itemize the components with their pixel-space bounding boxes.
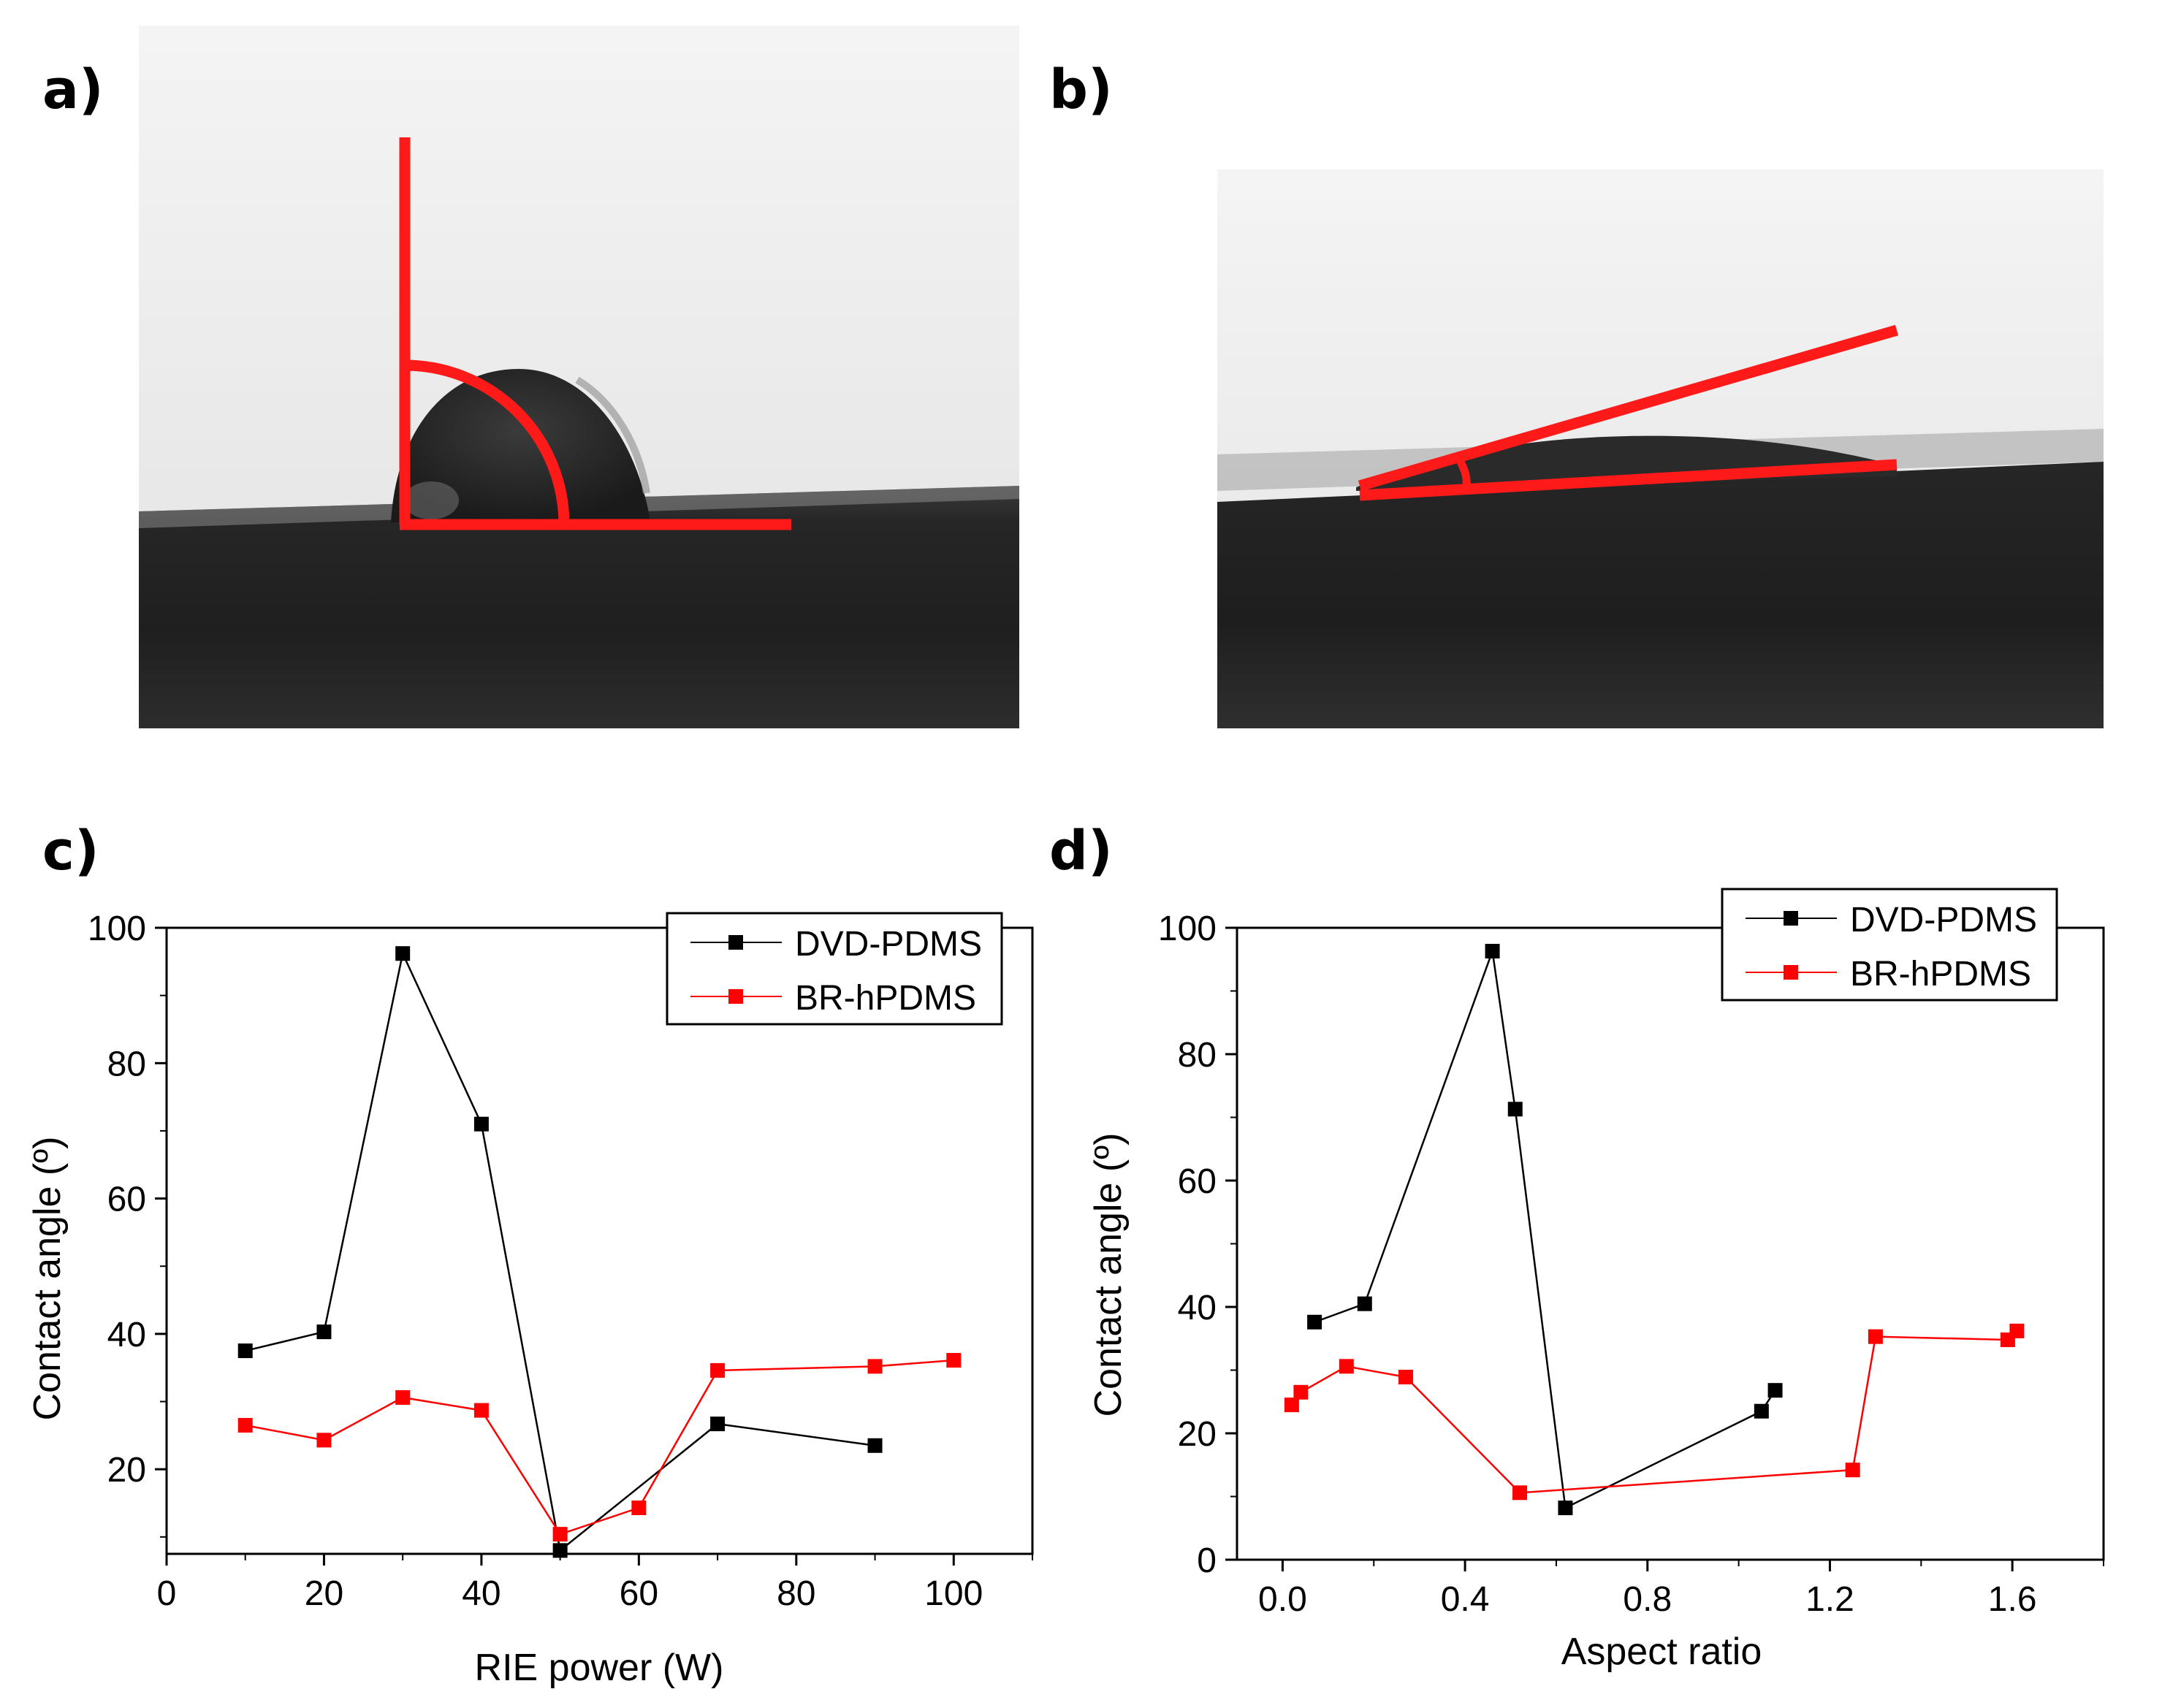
legend-marker-br-hpdms <box>1784 965 1798 980</box>
y-tick-label: 40 <box>1178 1289 1217 1327</box>
y-tick-label: 60 <box>107 1181 146 1219</box>
data-point-dvd-pdms <box>1507 1102 1523 1117</box>
x-tick-label: 0.4 <box>1441 1580 1490 1619</box>
x-tick-label: 0 <box>157 1574 177 1613</box>
chart-c-series <box>237 946 962 1558</box>
angle-lower-line <box>1359 459 1898 501</box>
photo-b-substrate <box>1217 462 2104 728</box>
y-tick-label: 20 <box>107 1451 146 1490</box>
data-point-dvd-pdms <box>1485 944 1500 959</box>
data-point-br-hpdms <box>473 1403 489 1418</box>
data-point-br-hpdms <box>395 1389 411 1405</box>
data-point-dvd-pdms <box>1307 1314 1322 1330</box>
legend-label-br-hpdms: BR-hPDMS <box>1850 955 2031 994</box>
x-tick-label: 40 <box>462 1574 500 1613</box>
data-point-br-hpdms <box>631 1500 647 1515</box>
data-point-dvd-pdms <box>395 946 411 961</box>
legend-marker-dvd-pdms <box>1784 911 1798 926</box>
data-point-dvd-pdms <box>710 1417 726 1432</box>
y-tick-label: 20 <box>1178 1415 1217 1454</box>
plot-frame <box>165 926 1034 1555</box>
angle-arc <box>404 359 570 525</box>
droplet-photo-a <box>139 26 1019 728</box>
chart-c-ylabel: Contact angle (º) <box>26 1137 69 1421</box>
legend-label-br-hpdms: BR-hPDMS <box>795 979 976 1018</box>
data-point-dvd-pdms <box>316 1324 332 1340</box>
x-tick-label: 1.2 <box>1805 1580 1854 1619</box>
data-point-dvd-pdms <box>1767 1383 1783 1398</box>
x-tick-label: 1.6 <box>1988 1580 2037 1619</box>
series-line-br-hpdms <box>245 1359 954 1536</box>
legend-box <box>1721 888 2058 1002</box>
chart-d-ylabel: Contact angle (º) <box>1087 1133 1130 1417</box>
series-line-br-hpdms <box>1290 1330 2018 1494</box>
legend-box <box>666 912 1003 1026</box>
legend-marker-br-hpdms <box>728 989 743 1004</box>
data-point-br-hpdms <box>237 1417 253 1433</box>
data-point-dvd-pdms <box>1357 1296 1372 1311</box>
series-line-dvd-pdms <box>1314 950 1776 1509</box>
panel-label-d: d) <box>1049 820 1113 882</box>
photo-a-droplet <box>391 369 650 522</box>
y-tick-label: 0 <box>1197 1541 1217 1580</box>
legend-marker-dvd-pdms <box>728 935 743 950</box>
data-point-br-hpdms <box>1339 1359 1354 1374</box>
panel-label-a: a) <box>42 58 104 121</box>
data-point-br-hpdms <box>316 1433 332 1448</box>
x-tick-label: 20 <box>305 1574 343 1613</box>
data-point-br-hpdms <box>710 1362 726 1378</box>
x-axis-label: Aspect ratio <box>1561 1631 1762 1673</box>
y-tick-label: 80 <box>107 1045 146 1083</box>
angle-upper-line <box>1358 324 1899 492</box>
x-tick-label: 0.8 <box>1623 1580 1672 1619</box>
y-tick-label: 60 <box>1178 1162 1217 1201</box>
chart-d-ticks: 0.0 0.4 0.8 1.2 1.6 0 20 40 60 80 100 <box>1158 910 2104 1619</box>
data-point-br-hpdms <box>867 1359 883 1374</box>
photo-a-droplet-reflection <box>403 481 459 519</box>
chart-d: Contact angle (º) Aspect ratio 0.0 0.4 0.8… <box>1087 888 2105 1673</box>
legend-label-dvd-pdms: DVD-PDMS <box>795 925 982 964</box>
x-tick-label: 60 <box>620 1574 658 1613</box>
chart-c-legend: DVD-PDMS BR-hPDMS <box>666 912 1003 1026</box>
y-tick-label: 80 <box>1178 1036 1217 1075</box>
angle-arc-small <box>1455 456 1471 491</box>
y-axis-label: Contact angle (º) <box>26 1137 69 1421</box>
data-point-dvd-pdms <box>867 1438 883 1453</box>
y-tick-label: 40 <box>107 1316 146 1354</box>
data-point-br-hpdms <box>2009 1323 2025 1338</box>
photo-a-substrate <box>139 486 1019 728</box>
data-point-br-hpdms <box>1512 1485 1528 1501</box>
data-point-br-hpdms <box>1293 1384 1309 1400</box>
data-point-dvd-pdms <box>552 1543 568 1558</box>
panel-label-b: b) <box>1049 58 1113 121</box>
panel-label-c: c) <box>42 820 99 882</box>
data-point-br-hpdms <box>552 1527 568 1542</box>
legend-label-dvd-pdms: DVD-PDMS <box>1850 901 2037 939</box>
data-point-br-hpdms <box>1398 1370 1413 1385</box>
data-point-br-hpdms <box>1845 1463 1860 1478</box>
x-axis-label: RIE power (W) <box>475 1647 724 1689</box>
chart-d-series <box>1284 944 2025 1516</box>
chart-d-legend: DVD-PDMS BR-hPDMS <box>1721 888 2058 1002</box>
data-point-dvd-pdms <box>1558 1501 1573 1516</box>
x-tick-label: 0.0 <box>1258 1580 1307 1619</box>
series-line-dvd-pdms <box>245 950 875 1552</box>
data-point-br-hpdms <box>946 1353 962 1368</box>
droplet-photo-b <box>1217 169 2104 728</box>
data-point-br-hpdms <box>1284 1398 1299 1413</box>
chart-c: Contact angle (º) RIE power (W) 0 20 40 60 8… <box>26 910 1034 1689</box>
x-tick-label: 80 <box>777 1574 815 1613</box>
y-tick-label: 100 <box>88 910 146 948</box>
chart-c-ticks: 0 20 40 60 80 100 20 40 60 80 100 <box>88 910 1033 1613</box>
data-point-br-hpdms <box>1868 1329 1883 1344</box>
y-tick-label: 100 <box>1158 910 1217 948</box>
x-tick-label: 100 <box>924 1574 983 1613</box>
data-point-dvd-pdms <box>237 1343 253 1359</box>
photo-a-droplet-highlight <box>575 376 650 494</box>
data-point-dvd-pdms <box>473 1116 489 1132</box>
data-point-dvd-pdms <box>1754 1403 1769 1419</box>
y-axis-label: Contact angle (º) <box>1087 1133 1130 1417</box>
plot-frame <box>1236 926 2105 1561</box>
